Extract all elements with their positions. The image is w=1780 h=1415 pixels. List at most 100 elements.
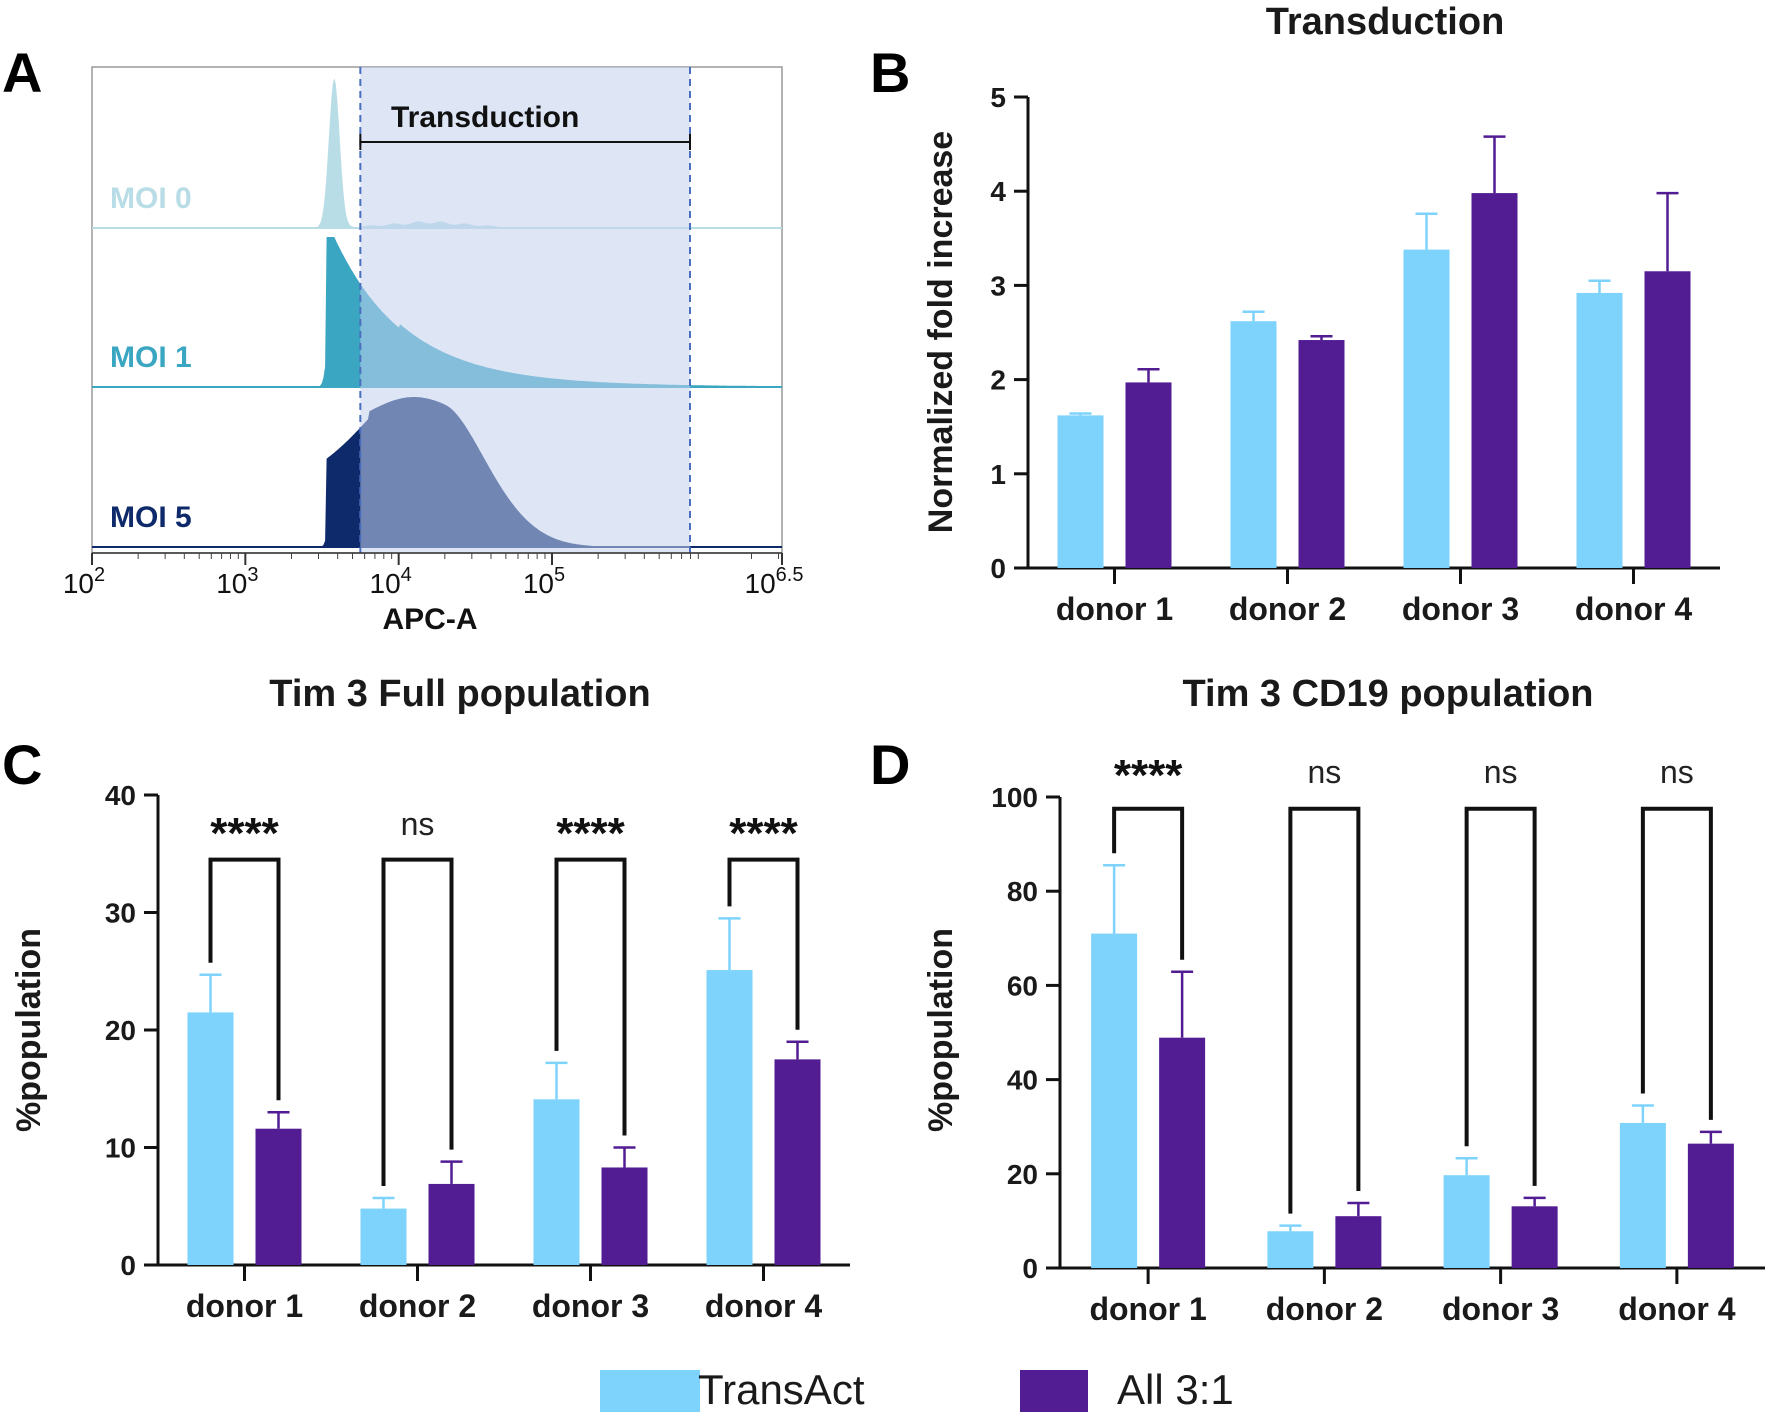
significance-bracket xyxy=(1112,806,1185,960)
bar-all31 xyxy=(601,1167,648,1265)
x-tick-label: 105 xyxy=(523,564,565,599)
significance-label: ns xyxy=(1484,754,1518,790)
significance-label: **** xyxy=(729,809,798,858)
y-tick-label: 0 xyxy=(990,553,1006,584)
x-tick-label: donor 4 xyxy=(705,1288,823,1324)
bar-all31 xyxy=(1335,1216,1382,1268)
bar-transact xyxy=(1443,1175,1490,1268)
y-tick-label: 80 xyxy=(1007,876,1038,907)
y-tick-label: 0 xyxy=(120,1250,136,1281)
y-tick-label: 30 xyxy=(105,898,136,929)
bar-all31 xyxy=(1298,340,1345,568)
legend: TransAct All 3:1 xyxy=(600,1366,1234,1413)
significance-bracket xyxy=(554,857,627,1136)
chart-title: Tim 3 Full population xyxy=(269,673,650,715)
significance-bracket xyxy=(381,857,454,1187)
significance-bracket xyxy=(1288,806,1361,1214)
x-tick-label: donor 3 xyxy=(532,1288,649,1324)
label-moi1: MOI 1 xyxy=(110,341,192,374)
bar-all31 xyxy=(1644,271,1691,568)
bar-all31 xyxy=(255,1128,302,1265)
panel-letter-a: A xyxy=(2,41,42,104)
y-tick-label: 3 xyxy=(990,270,1006,301)
gate-region xyxy=(360,67,690,553)
significance-label: **** xyxy=(556,809,625,858)
bar-all31 xyxy=(1159,1037,1206,1268)
y-tick-label: 2 xyxy=(990,365,1006,396)
panel-letter-d: D xyxy=(870,733,910,796)
x-tick-label: donor 2 xyxy=(1229,591,1346,627)
x-tick-label: donor 3 xyxy=(1402,591,1519,627)
bar-all31 xyxy=(1687,1143,1734,1268)
significance-label: ns xyxy=(1307,754,1341,790)
x-tick-label: 106.5 xyxy=(745,564,804,599)
gate-label: Transduction xyxy=(391,101,579,134)
y-axis-label: %population xyxy=(10,928,48,1132)
x-tick-label: donor 1 xyxy=(186,1288,303,1324)
bar-transact xyxy=(1091,933,1138,1268)
legend-swatch-transact xyxy=(600,1370,700,1412)
x-tick-label: donor 4 xyxy=(1618,1291,1736,1327)
x-axis-label: APC-A xyxy=(383,603,478,636)
y-axis-label: Normalized fold increase xyxy=(922,131,960,533)
significance-label: ns xyxy=(401,806,435,842)
y-tick-label: 40 xyxy=(105,780,136,811)
y-tick-label: 100 xyxy=(991,782,1038,813)
y-tick-label: 40 xyxy=(1007,1065,1038,1096)
significance-bracket xyxy=(727,857,800,1030)
legend-label-transact: TransAct xyxy=(698,1366,865,1413)
bar-transact xyxy=(360,1208,407,1265)
label-moi0: MOI 0 xyxy=(110,182,192,215)
legend-swatch-all31 xyxy=(1020,1370,1088,1412)
chart-title: Tim 3 CD19 population xyxy=(1182,673,1593,715)
significance-label: ns xyxy=(1660,754,1694,790)
bar-transact xyxy=(1619,1122,1666,1268)
significance-bracket xyxy=(1464,806,1537,1186)
panel-letter-b: B xyxy=(870,41,910,104)
y-tick-label: 20 xyxy=(105,1015,136,1046)
significance-bracket xyxy=(1640,806,1713,1120)
x-tick-label: 103 xyxy=(216,564,258,599)
panel-c-bar-chart: Tim 3 Full population 0 10 20 30 40 %populatio… xyxy=(10,673,850,1324)
significance-label: **** xyxy=(210,809,279,858)
chart-title: Transduction xyxy=(1266,1,1505,43)
bar-transact xyxy=(706,970,753,1265)
y-tick-label: 10 xyxy=(105,1133,136,1164)
bar-all31 xyxy=(1125,382,1172,568)
y-tick-label: 60 xyxy=(1007,970,1038,1001)
panel-b-bar-chart: Transduction 0 1 2 3 4 5 Normalized fold increa… xyxy=(922,1,1720,627)
x-tick-label: 102 xyxy=(63,564,105,599)
y-tick-label: 4 xyxy=(990,176,1006,207)
legend-label-all31: All 3:1 xyxy=(1117,1366,1234,1413)
x-tick-label: donor 2 xyxy=(359,1288,476,1324)
y-tick-label: 0 xyxy=(1022,1253,1038,1284)
bar-all31 xyxy=(1511,1206,1558,1268)
x-tick-label: donor 2 xyxy=(1266,1291,1383,1327)
bar-transact xyxy=(1230,321,1277,568)
x-tick-label: donor 4 xyxy=(1575,591,1693,627)
x-tick-label: donor 1 xyxy=(1089,1291,1206,1327)
bar-transact xyxy=(1267,1231,1314,1268)
y-tick-label: 5 xyxy=(990,82,1006,113)
bar-transact xyxy=(1576,292,1623,568)
bar-transact xyxy=(1403,249,1450,568)
x-tick-label: donor 1 xyxy=(1056,591,1173,627)
bar-all31 xyxy=(428,1183,475,1265)
bar-transact xyxy=(187,1012,234,1265)
bar-transact xyxy=(533,1099,580,1265)
y-axis-label: %population xyxy=(922,928,960,1132)
bar-transact xyxy=(1057,415,1104,568)
x-tick-label: 104 xyxy=(370,564,412,599)
panel-d-bar-chart: Tim 3 CD19 population 0 20 40 60 80 100 %popula… xyxy=(922,673,1765,1327)
bar-all31 xyxy=(774,1059,821,1265)
y-tick-label: 20 xyxy=(1007,1159,1038,1190)
y-tick-label: 1 xyxy=(990,459,1006,490)
significance-label: **** xyxy=(1114,751,1183,800)
panel-letter-c: C xyxy=(2,733,42,796)
label-moi5: MOI 5 xyxy=(110,501,192,534)
x-tick-label: donor 3 xyxy=(1442,1291,1559,1327)
bar-all31 xyxy=(1471,193,1518,569)
significance-bracket xyxy=(208,857,281,1101)
